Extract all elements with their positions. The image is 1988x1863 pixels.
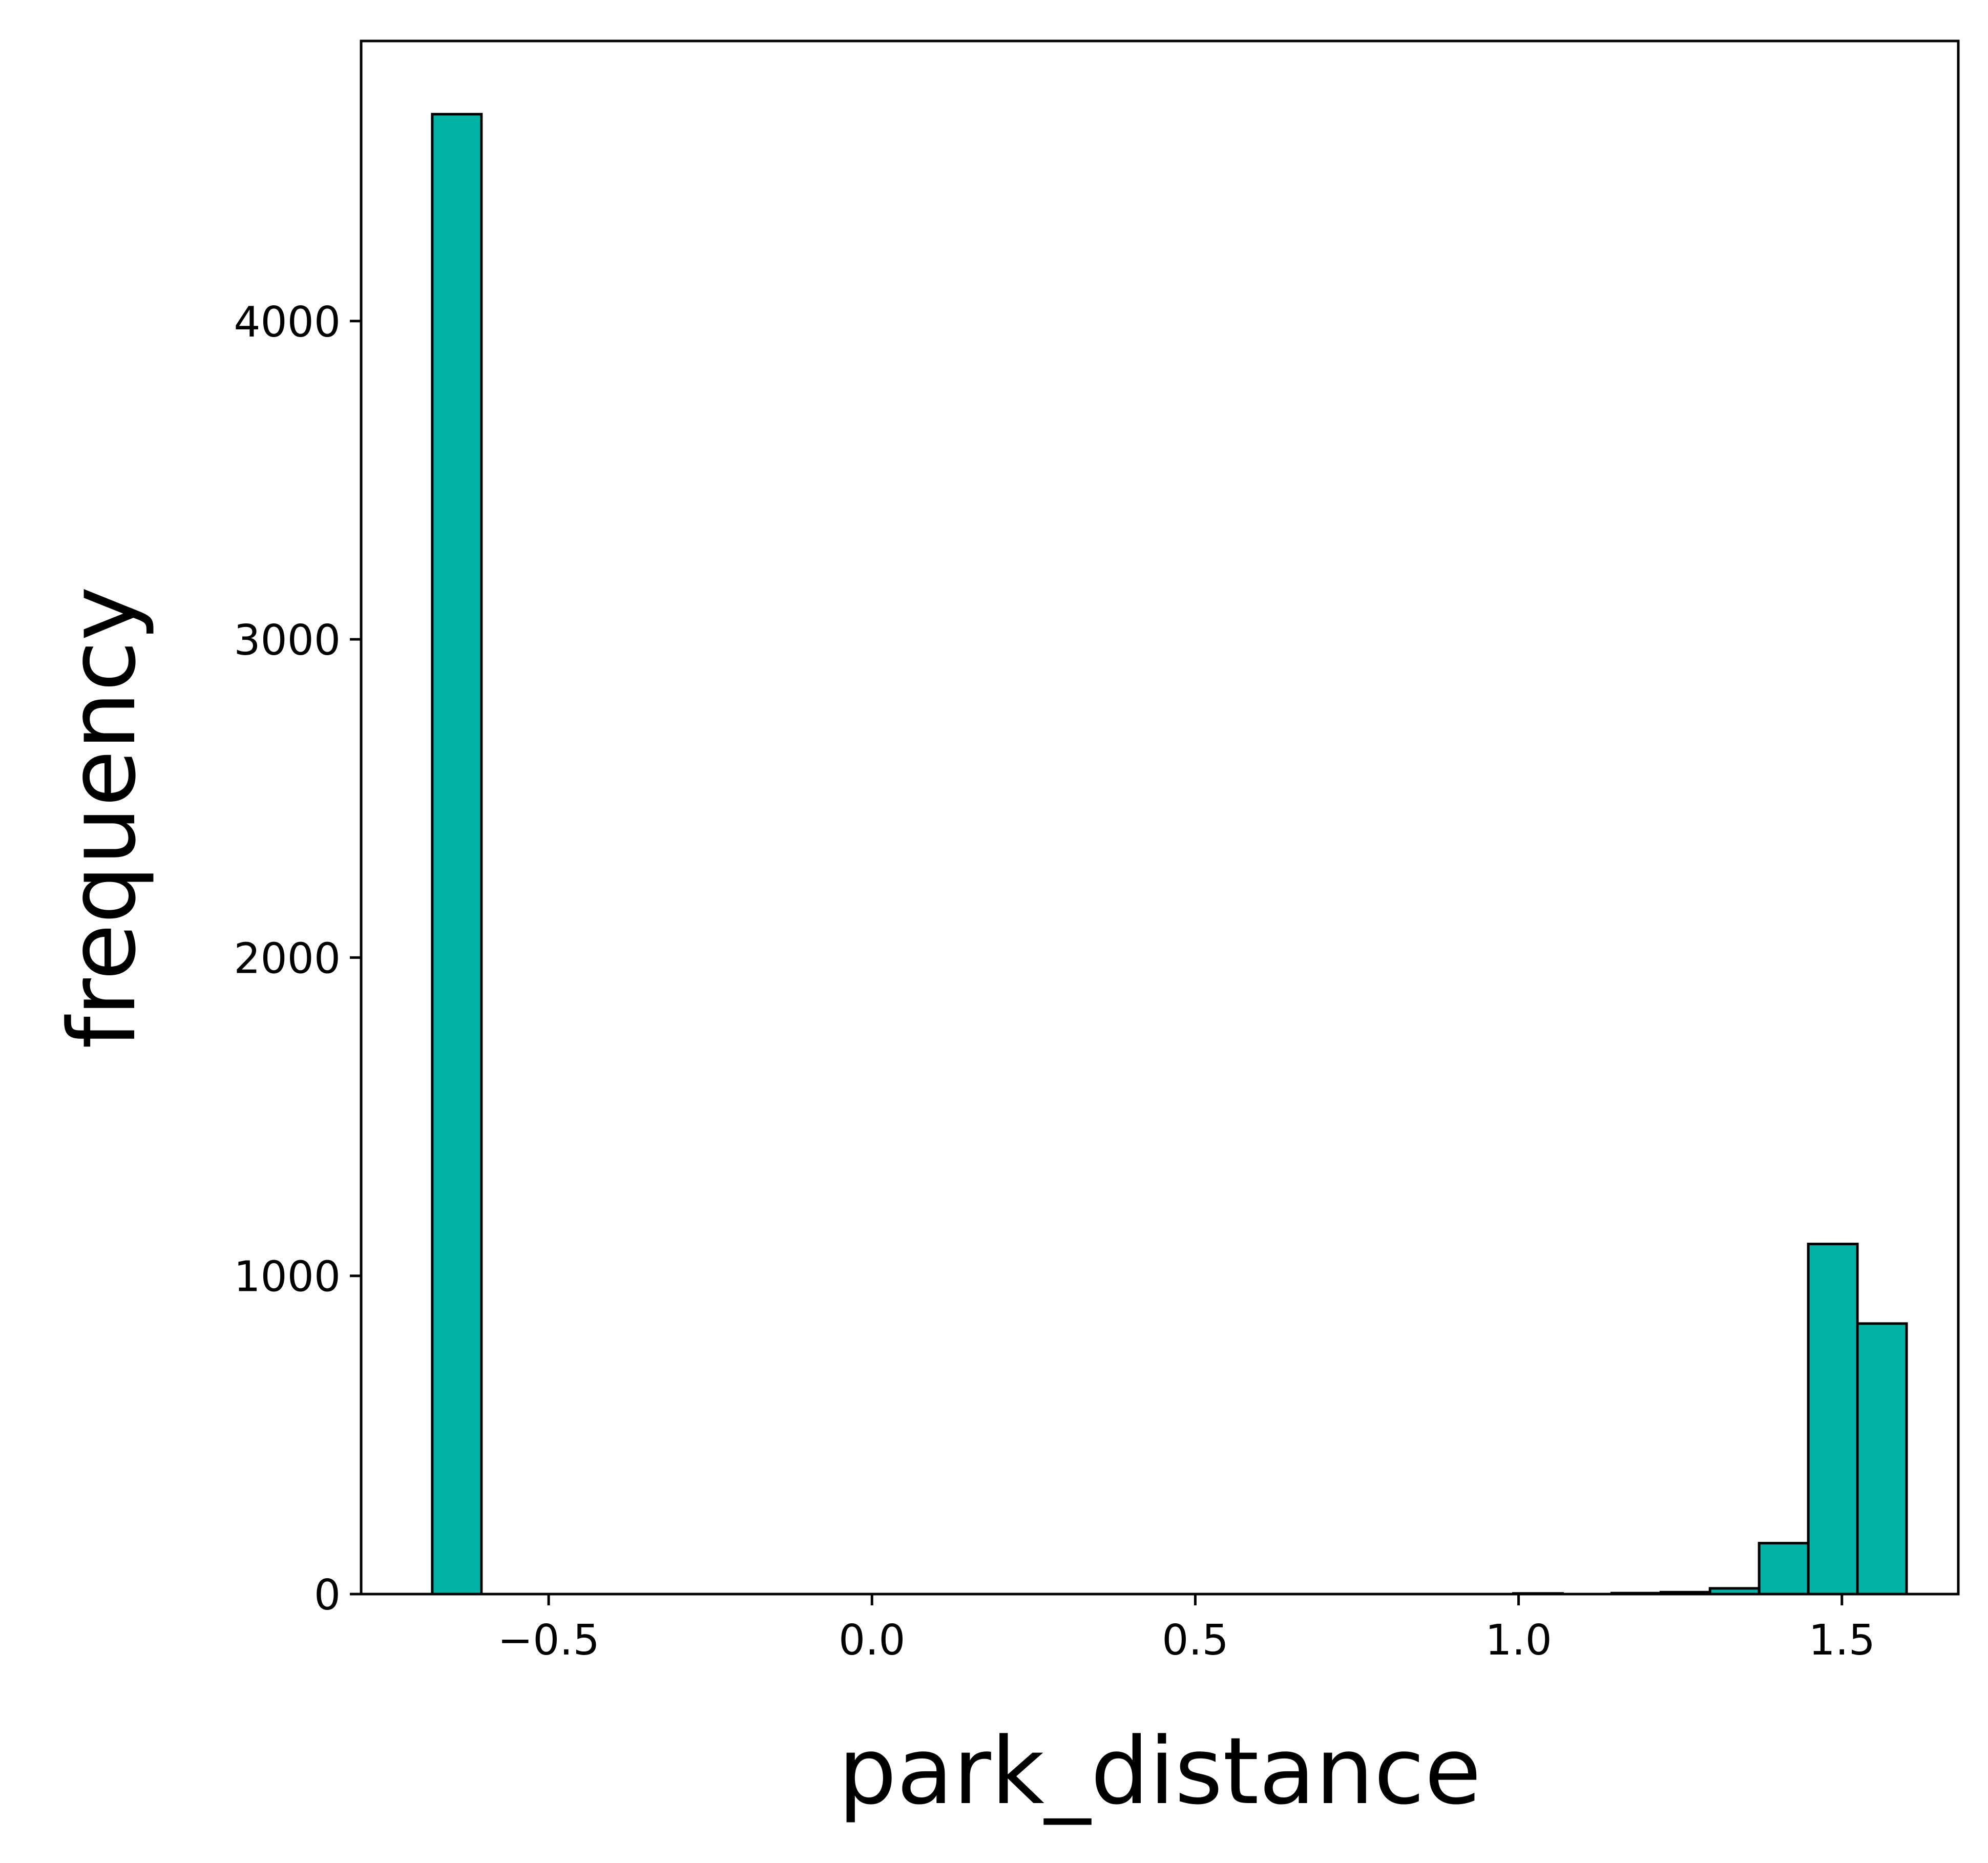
x-tick-label: 0.5: [1162, 1616, 1228, 1665]
x-tick-label: 0.0: [839, 1616, 905, 1665]
x-tick-label: 1.5: [1809, 1616, 1875, 1665]
y-tick-label: 3000: [234, 616, 341, 665]
y-tick-label: 4000: [234, 298, 341, 347]
histogram-bar: [431, 113, 483, 1596]
plot-frame: [360, 39, 1960, 1596]
histogram-bar: [1757, 1542, 1810, 1596]
x-tick-label: −0.5: [498, 1616, 600, 1665]
y-tick-label: 1000: [234, 1253, 341, 1302]
x-tick-label: 1.0: [1485, 1616, 1552, 1665]
bars-layer: [431, 113, 1908, 1596]
y-tick-label: 0: [314, 1571, 341, 1620]
histogram-bar: [1807, 1243, 1859, 1596]
x-axis-label: park_distance: [838, 1718, 1481, 1825]
histogram-bar: [1856, 1322, 1908, 1596]
y-axis-label: frequency: [49, 587, 156, 1049]
y-tick-label: 2000: [234, 934, 341, 983]
ticks-layer: −0.5 0.0 0.5 1.0 1.5 0 1000 2000 3000 4000: [234, 298, 1875, 1665]
